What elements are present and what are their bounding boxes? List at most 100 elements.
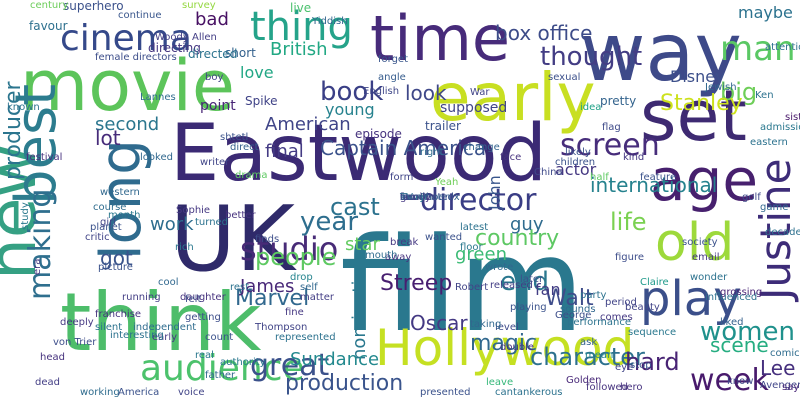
cloud-word: playing	[510, 302, 547, 313]
cloud-word: production	[285, 371, 403, 396]
cloud-word: star	[345, 234, 380, 255]
cloud-word: children	[555, 157, 595, 168]
cloud-word: hard	[625, 348, 680, 376]
cloud-word: game	[760, 202, 788, 213]
cloud-word: party	[580, 290, 607, 301]
cloud-word: writer	[200, 157, 230, 168]
cloud-word: idea	[580, 102, 601, 113]
cloud-word: flag	[602, 122, 621, 133]
cloud-word: wanted	[425, 232, 462, 243]
cloud-word: felt	[185, 294, 201, 305]
cloud-word: supposed	[440, 100, 507, 116]
cloud-word: maybe	[738, 3, 793, 22]
cloud-word: cinema	[60, 18, 192, 59]
cloud-word: English	[363, 86, 399, 97]
cloud-word: Sophie	[176, 205, 210, 216]
cloud-word: Hollywood	[375, 319, 634, 377]
cloud-word: actor	[555, 160, 597, 179]
cloud-word: work	[150, 214, 194, 235]
cloud-word: international	[590, 173, 717, 197]
cloud-word: comic	[770, 348, 800, 359]
cloud-word: franchise	[95, 309, 141, 320]
cloud-word: email	[692, 252, 720, 263]
cloud-word: family	[400, 192, 431, 203]
cloud-word: attention	[765, 42, 800, 53]
cloud-word: cast	[330, 193, 380, 221]
cloud-word: nominated	[400, 192, 454, 203]
cloud-word: Justine	[751, 159, 800, 303]
cloud-word: rest	[230, 282, 249, 293]
cloud-word: kind	[623, 152, 644, 163]
cloud-word: planet	[90, 222, 122, 233]
cloud-word: Woody Allen	[155, 32, 217, 43]
cloud-word: ask	[580, 337, 597, 348]
cloud-word: performance	[567, 317, 631, 328]
cloud-word: play	[640, 271, 742, 327]
cloud-word: point	[200, 98, 236, 114]
cloud-word: Sundance	[290, 349, 379, 370]
cloud-word: thought	[540, 42, 642, 72]
cloud-word: month	[108, 210, 140, 221]
cloud-word: year	[300, 207, 358, 237]
cloud-word: making	[23, 189, 58, 300]
cloud-word: wrote	[485, 262, 513, 273]
cloud-word: people	[255, 243, 336, 271]
cloud-word: Yiddish	[311, 16, 348, 27]
cloud-word: sexual	[548, 72, 580, 83]
cloud-word: beauty	[625, 302, 660, 313]
cloud-word: deeply	[60, 317, 94, 328]
cloud-word: magic	[470, 331, 537, 356]
cloud-word: admission	[760, 122, 800, 133]
cloud-word: wonder	[690, 272, 728, 283]
cloud-word: looked	[140, 152, 173, 163]
cloud-word: decade	[765, 227, 800, 238]
cloud-word: fine	[285, 307, 304, 318]
cloud-word: von Trier	[53, 337, 97, 348]
cloud-word: man	[720, 29, 796, 69]
cloud-word: Disney	[670, 67, 725, 86]
cloud-word: book	[320, 77, 383, 107]
cloud-word: working	[80, 387, 120, 398]
cloud-word: gender	[400, 192, 436, 203]
cloud-word: sex	[400, 192, 417, 203]
cloud-word: change	[463, 142, 500, 153]
cloud-word: western	[100, 187, 140, 198]
cloud-word: critic	[85, 232, 110, 243]
cloud-word: rich	[175, 242, 194, 253]
cloud-word: direct	[230, 142, 259, 153]
cloud-word: lot	[95, 126, 121, 150]
cloud-word: cool	[158, 277, 179, 288]
cloud-word: story	[400, 192, 425, 203]
cloud-word: best	[4, 84, 69, 205]
cloud-word: feature	[640, 172, 676, 183]
cloud-word: life	[610, 208, 647, 236]
cloud-word: Ken	[755, 90, 774, 101]
cloud-word: Avenger	[760, 380, 800, 391]
cloud-word: released	[490, 280, 533, 291]
cloud-word: fan	[535, 280, 561, 299]
cloud-word: new	[0, 144, 51, 280]
cloud-word: audience	[140, 348, 305, 389]
cloud-word: away	[385, 252, 411, 263]
cloud-word: comes	[600, 312, 633, 323]
cloud-word: War	[470, 87, 490, 98]
cloud-word: know	[727, 376, 753, 387]
cloud-word: think	[60, 276, 262, 369]
cloud-word: set	[640, 75, 747, 157]
cloud-word: love	[240, 63, 274, 82]
cloud-word: end	[500, 267, 549, 297]
cloud-word: TV	[399, 192, 413, 203]
cloud-word: Lee	[760, 356, 795, 380]
cloud-word: Robert	[455, 282, 488, 293]
cloud-word: survey	[182, 0, 216, 11]
cloud-word: forget	[378, 54, 408, 65]
cloud-word: course	[93, 202, 126, 213]
cloud-word: great	[250, 348, 330, 383]
cloud-word: short	[225, 46, 256, 60]
cloud-word: George	[555, 310, 591, 321]
cloud-word: long	[89, 139, 154, 260]
cloud-word: boy	[205, 72, 223, 83]
cloud-word: century	[30, 0, 68, 11]
cloud-word: Lannes	[140, 92, 176, 103]
